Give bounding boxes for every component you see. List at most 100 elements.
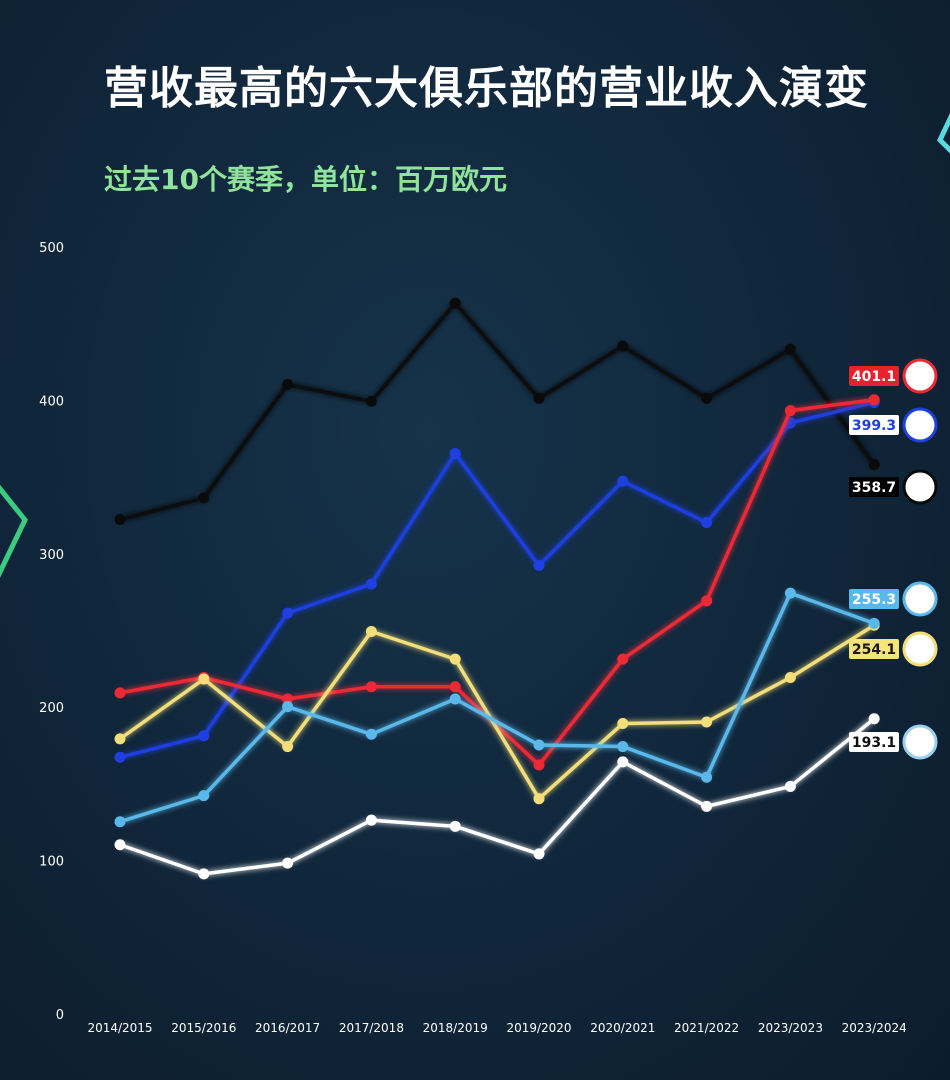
data-point: [701, 595, 713, 607]
data-point: [533, 759, 545, 771]
data-point: [701, 800, 713, 812]
series-line-as-roma: [118, 623, 876, 801]
lazio-logo: [902, 724, 938, 760]
y-tick-label: 500: [39, 241, 64, 256]
end-value-label: 358.7: [852, 480, 896, 496]
data-point: [617, 475, 629, 487]
data-point: [868, 459, 880, 471]
series-line-inter: [119, 400, 875, 759]
y-tick-label: 200: [39, 701, 64, 716]
data-point: [114, 733, 126, 745]
data-point: [449, 448, 461, 460]
data-point: [449, 653, 461, 665]
data-point: [533, 392, 545, 404]
end-value-label: 401.1: [852, 369, 896, 385]
chart-title: 营收最高的六大俱乐部的营业收入演变: [104, 63, 869, 114]
end-value-label: 193.1: [852, 735, 896, 751]
data-point: [617, 718, 629, 730]
data-point: [784, 672, 796, 684]
x-tick-label: 2020/2021: [590, 1021, 655, 1035]
data-point: [868, 617, 880, 629]
data-point: [784, 587, 796, 599]
x-tick-label: 2019/2020: [506, 1021, 571, 1035]
series-line-lazio: [119, 717, 876, 876]
data-point: [365, 578, 377, 590]
data-point: [114, 514, 126, 526]
data-point: [701, 517, 713, 529]
data-point: [365, 395, 377, 407]
data-point: [114, 816, 126, 828]
data-point: [533, 848, 545, 860]
end-value-badge: [849, 477, 899, 497]
data-point: [449, 297, 461, 309]
data-point: [868, 394, 880, 406]
data-point: [449, 820, 461, 832]
end-value-badge: [849, 415, 899, 435]
data-point: [784, 780, 796, 792]
data-point: [365, 626, 377, 637]
data-point: [617, 340, 629, 352]
end-value-label: 254.1: [852, 642, 896, 658]
ac-milan-logo: [902, 358, 938, 394]
data-point: [282, 607, 294, 619]
data-point: [617, 756, 629, 768]
data-point: [533, 560, 545, 572]
juventus-logo: [902, 469, 938, 505]
x-tick-label: 2016/2017: [255, 1021, 320, 1035]
data-point: [198, 868, 210, 880]
data-point: [449, 693, 461, 705]
data-point: [282, 701, 294, 713]
series-line-juventus: [119, 301, 876, 522]
x-tick-label: 2023/2023: [758, 1021, 823, 1035]
data-point: [533, 793, 545, 805]
napoli-logo: [902, 581, 938, 617]
chart-subtitle: 过去10个赛季，单位：百万欧元: [104, 163, 507, 196]
x-tick-label: 2023/2024: [842, 1021, 907, 1035]
data-point: [282, 693, 294, 705]
y-tick-label: 300: [39, 548, 64, 563]
data-point: [533, 739, 545, 751]
neon-decoration-left: [0, 484, 28, 578]
data-point: [282, 379, 294, 391]
end-value-label: 255.3: [852, 592, 896, 608]
data-point: [198, 790, 210, 802]
y-tick-label: 100: [39, 855, 64, 870]
series-line-napoli: [119, 591, 875, 824]
data-point: [114, 751, 126, 763]
x-tick-label: 2014/2015: [87, 1021, 152, 1035]
x-tick-label: 2018/2019: [423, 1021, 488, 1035]
y-tick-label: 400: [39, 394, 64, 409]
data-point: [198, 730, 210, 742]
data-point: [114, 839, 126, 851]
data-point: [701, 716, 713, 728]
neon-decoration-right: [936, 113, 950, 154]
data-point: [198, 673, 210, 685]
data-point: [365, 814, 377, 826]
data-point: [365, 681, 377, 693]
as-roma-logo: [902, 631, 938, 667]
end-value-badge: [849, 732, 899, 752]
data-point: [198, 492, 210, 504]
series-line-ac-milan: [119, 397, 875, 767]
data-point: [617, 653, 629, 665]
data-point: [282, 857, 294, 869]
data-point: [701, 771, 713, 783]
inter-logo: [902, 407, 938, 443]
data-point: [617, 741, 629, 753]
end-value-badge: [849, 639, 899, 659]
data-point: [365, 728, 377, 740]
data-point: [114, 687, 126, 699]
y-tick-label: 0: [56, 1008, 64, 1023]
end-value-badge: [849, 589, 899, 609]
end-value-label: 399.3: [852, 418, 896, 434]
x-tick-label: 2021/2022: [674, 1021, 739, 1035]
end-value-badge: [849, 366, 899, 386]
data-point: [868, 713, 880, 725]
data-point: [784, 405, 796, 417]
data-point: [701, 392, 713, 404]
data-point: [282, 741, 294, 753]
data-point: [784, 343, 796, 355]
x-tick-label: 2015/2016: [171, 1021, 236, 1035]
